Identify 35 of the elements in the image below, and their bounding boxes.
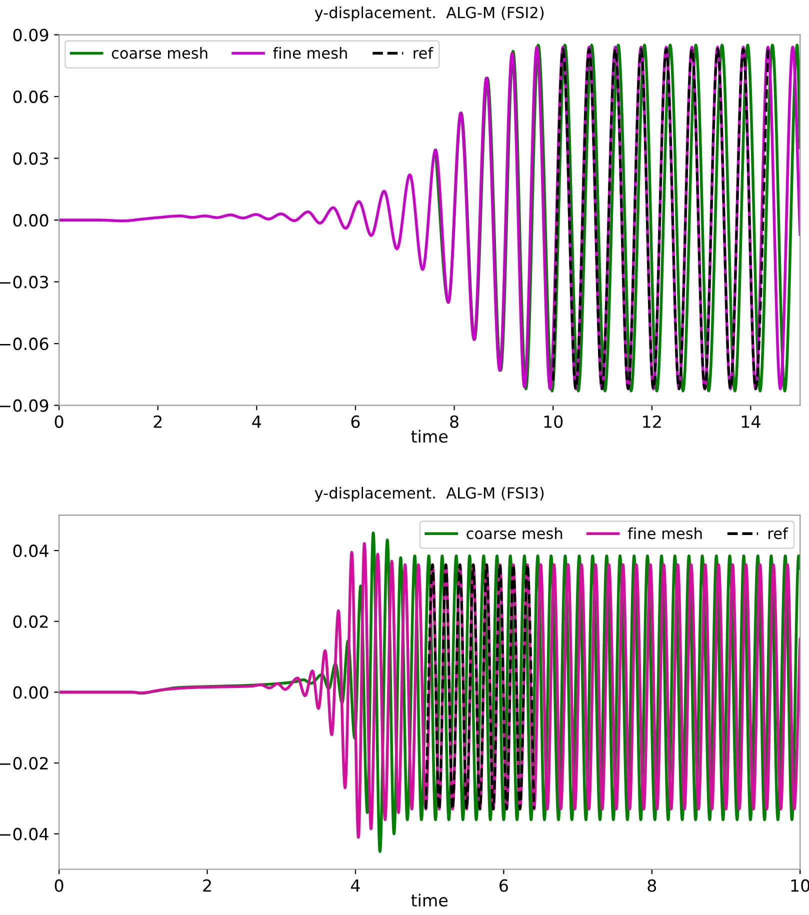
legend-label: ref: [768, 527, 788, 540]
legend-label: ref: [414, 46, 434, 59]
x-axis-title: time: [411, 430, 448, 443]
y-tick-label: 0.00: [13, 214, 48, 227]
legend-label: fine mesh: [628, 527, 702, 540]
legend-label: fine mesh: [273, 46, 347, 59]
x-tick-label: 6: [500, 879, 508, 892]
x-axis-title: time: [411, 894, 448, 907]
x-tick-label: 0: [54, 879, 64, 892]
legend-label: coarse mesh: [466, 527, 562, 540]
y-tick-label: −0.04: [0, 828, 48, 840]
x-tick-label: 8: [450, 415, 458, 428]
y-tick-label: −0.09: [0, 399, 48, 412]
x-tick-label: 8: [648, 879, 656, 892]
x-tick-label: 12: [643, 415, 661, 428]
x-tick-label: 0: [54, 415, 64, 428]
chart-title: y-displacement. ALG-M (FSI2): [314, 6, 544, 22]
y-tick-label: 0.00: [13, 686, 48, 699]
x-tick-label: 14: [742, 416, 760, 428]
y-tick-label: −0.06: [0, 338, 48, 350]
y-tick-label: 0.09: [13, 28, 48, 42]
y-tick-label: 0.02: [13, 615, 48, 628]
y-tick-label: −0.03: [0, 276, 48, 288]
x-tick-label: 4: [252, 416, 262, 428]
legend-label: coarse mesh: [112, 46, 208, 59]
x-tick-label: 4: [350, 879, 360, 892]
x-tick-label: 2: [203, 879, 211, 892]
y-tick-label: −0.02: [0, 756, 48, 770]
x-tick-label: 2: [154, 415, 162, 428]
y-tick-label: 0.03: [13, 152, 48, 165]
x-tick-label: 10: [544, 415, 563, 428]
x-tick-label: 6: [351, 415, 360, 428]
y-tick-label: 0.04: [13, 544, 48, 558]
chart-title: y-displacement. ALG-M (FSI3): [314, 486, 544, 502]
y-tick-label: 0.06: [13, 90, 48, 104]
